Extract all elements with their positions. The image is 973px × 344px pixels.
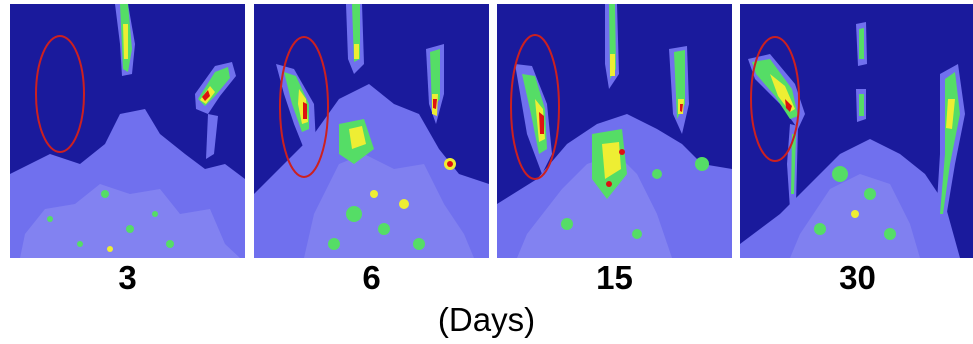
heatmap-image-day-6: [254, 4, 489, 258]
image-panel-day-30: [740, 4, 973, 258]
image-panel-day-3: [10, 4, 245, 258]
highlight-ring: [279, 36, 329, 178]
heatmap-image-day-3: [10, 4, 245, 258]
image-panel-day-15: [497, 4, 732, 258]
day-label: 6: [362, 259, 381, 296]
day-label: 30: [839, 259, 876, 296]
highlight-ring: [510, 34, 560, 180]
day-label: 15: [596, 259, 633, 296]
heatmap-image-day-30: [740, 4, 973, 258]
unit-label: (Days): [437, 301, 536, 338]
image-panel-day-6: [254, 4, 489, 258]
day-label: 3: [118, 259, 137, 296]
highlight-ring: [750, 36, 800, 162]
heatmap-image-day-15: [497, 4, 732, 258]
highlight-ring: [35, 35, 85, 153]
